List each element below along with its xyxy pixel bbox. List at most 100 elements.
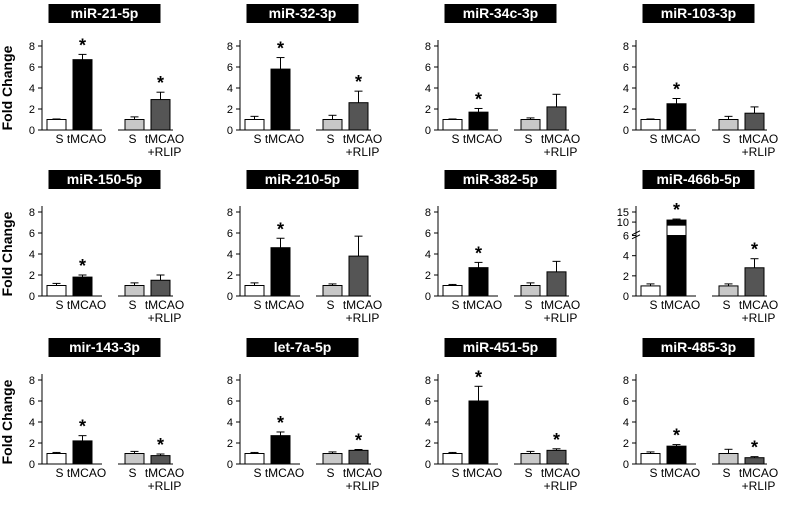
significance-star: * xyxy=(673,80,680,100)
x-label-tmcao-rlip: tMCAO xyxy=(541,298,580,312)
chart-title-box xyxy=(444,170,557,189)
x-label-sham: S xyxy=(253,132,261,146)
y-tick-label: 8 xyxy=(29,207,35,219)
y-tick-label: 0 xyxy=(29,291,35,303)
x-label-sham: S xyxy=(451,298,459,312)
x-label-sham: S xyxy=(451,466,459,480)
y-axis-label: Fold Change xyxy=(0,211,15,296)
y-tick-label: 2 xyxy=(227,104,233,116)
y-tick-label: 2 xyxy=(623,438,629,450)
x-label-sham: S xyxy=(55,298,63,312)
significance-star: * xyxy=(79,256,86,276)
chart-title: miR-382-5p xyxy=(463,171,538,187)
bar xyxy=(322,119,343,131)
x-label-tmcao: tMCAO xyxy=(661,466,700,480)
bar xyxy=(322,285,343,297)
x-label-tmcao-rlip: tMCAO xyxy=(145,132,184,146)
bar xyxy=(348,255,369,297)
y-tick-label: 2 xyxy=(623,271,629,283)
x-label-sham-2: S xyxy=(524,298,532,312)
y-tick-label: 6 xyxy=(623,231,629,243)
x-label-sham-2: S xyxy=(524,466,532,480)
y-tick-label: 2 xyxy=(29,270,35,282)
y-tick-label: 0 xyxy=(227,291,233,303)
x-label-rlip: +RLIP xyxy=(742,479,776,493)
significance-star: * xyxy=(673,200,680,220)
bar xyxy=(46,285,67,297)
x-label-rlip: +RLIP xyxy=(742,145,776,159)
chart-title-box xyxy=(48,170,161,189)
y-tick-label: 4 xyxy=(623,251,629,263)
chart-title-box xyxy=(48,338,161,357)
y-tick-label: 8 xyxy=(227,41,233,53)
significance-star: * xyxy=(751,438,758,458)
axis-break-mark xyxy=(631,234,641,240)
x-label-rlip: +RLIP xyxy=(346,311,380,325)
y-tick-label: 4 xyxy=(623,83,629,95)
chart-title: miR-21-5p xyxy=(71,5,139,21)
y-tick-label: 0 xyxy=(29,125,35,137)
bar xyxy=(666,445,687,465)
x-label-tmcao: tMCAO xyxy=(265,466,304,480)
chart-title: miR-466b-5p xyxy=(656,171,740,187)
y-tick-label: 4 xyxy=(425,249,431,261)
significance-star: * xyxy=(673,426,680,446)
x-label-sham-2: S xyxy=(722,132,730,146)
x-label-rlip: +RLIP xyxy=(742,311,776,325)
y-tick-label: 2 xyxy=(425,270,431,282)
x-label-sham: S xyxy=(55,466,63,480)
bar xyxy=(442,119,463,131)
y-tick-label: 15 xyxy=(617,207,629,219)
bar-segment xyxy=(666,224,687,237)
y-tick-label: 4 xyxy=(29,249,35,261)
y-tick-label: 0 xyxy=(623,291,629,303)
y-tick-label: 6 xyxy=(425,228,431,240)
y-tick-label: 0 xyxy=(425,125,431,137)
y-tick-label: 2 xyxy=(227,270,233,282)
x-label-tmcao: tMCAO xyxy=(661,132,700,146)
chart-title: miR-210-5p xyxy=(265,171,340,187)
bar xyxy=(46,453,67,465)
bar xyxy=(442,453,463,465)
bar xyxy=(150,99,171,131)
chart-title: mir-143-3p xyxy=(69,339,140,355)
x-label-sham: S xyxy=(253,298,261,312)
bar xyxy=(442,285,463,297)
y-tick-label: 6 xyxy=(227,62,233,74)
bar xyxy=(72,276,93,297)
y-tick-label: 0 xyxy=(623,125,629,137)
x-label-sham-2: S xyxy=(722,466,730,480)
bar xyxy=(718,285,739,297)
x-label-tmcao-rlip: tMCAO xyxy=(343,466,382,480)
significance-star: * xyxy=(277,413,284,433)
y-tick-label: 4 xyxy=(227,83,233,95)
significance-star: * xyxy=(475,243,482,263)
y-tick-label: 6 xyxy=(227,228,233,240)
significance-star: * xyxy=(355,72,362,92)
chart-title-box xyxy=(48,4,161,23)
bar xyxy=(744,267,765,297)
bar xyxy=(244,119,265,131)
x-label-sham: S xyxy=(55,132,63,146)
y-tick-label: 6 xyxy=(29,228,35,240)
x-label-rlip: +RLIP xyxy=(544,479,578,493)
y-tick-label: 10 xyxy=(617,217,629,229)
bar xyxy=(744,457,765,465)
bar xyxy=(468,111,489,131)
bar xyxy=(546,449,567,465)
x-label-sham-2: S xyxy=(326,132,334,146)
x-label-rlip: +RLIP xyxy=(148,479,182,493)
significance-star: * xyxy=(475,89,482,109)
x-label-sham: S xyxy=(451,132,459,146)
bar xyxy=(150,455,171,465)
y-tick-label: 6 xyxy=(623,62,629,74)
y-tick-label: 4 xyxy=(227,249,233,261)
bar xyxy=(348,449,369,465)
bar xyxy=(348,102,369,131)
